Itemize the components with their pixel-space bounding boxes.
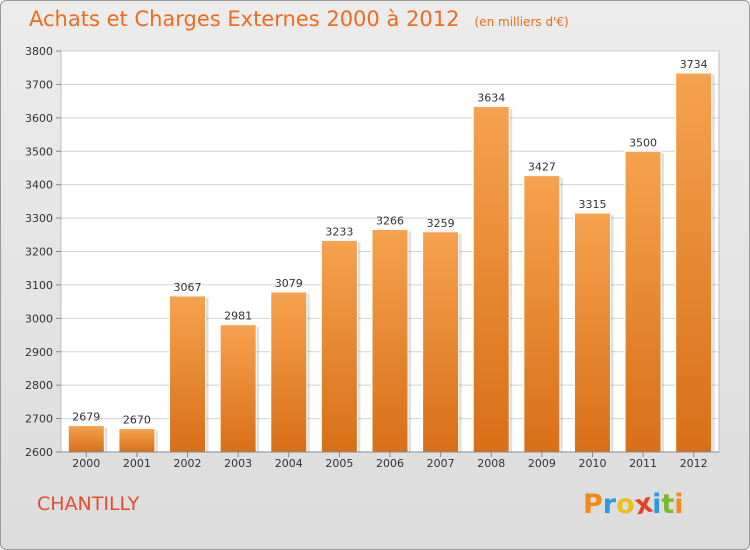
data-label: 3734 [680, 58, 708, 71]
y-tick-label: 3400 [25, 179, 53, 192]
logo-letter: t [661, 489, 675, 520]
chart-title: Achats et Charges Externes 2000 à 2012 [29, 7, 460, 31]
data-label: 3067 [174, 281, 202, 294]
x-tick-label: 2010 [578, 457, 606, 470]
bar [523, 175, 561, 453]
bar [472, 105, 510, 453]
bar [371, 228, 409, 453]
x-tick-label: 2009 [528, 457, 556, 470]
bar [573, 212, 611, 453]
data-label: 3079 [275, 277, 303, 290]
bar [169, 295, 207, 453]
y-tick-label: 3100 [25, 279, 53, 292]
bar [624, 150, 662, 453]
x-tick-label: 2002 [174, 457, 202, 470]
y-tick-label: 2900 [25, 346, 53, 359]
chart-subtitle: (en milliers d'€) [474, 15, 569, 29]
data-label: 3500 [629, 136, 657, 149]
y-tick-label: 3500 [25, 145, 53, 158]
proxiti-logo: Proxiti [583, 488, 684, 522]
x-tick-label: 2003 [224, 457, 252, 470]
y-tick-label: 2800 [25, 379, 53, 392]
y-tick-label: 3200 [25, 246, 53, 259]
logo-letter: i [652, 489, 662, 520]
logo-letter: o [616, 489, 635, 520]
logo-letter: i [674, 489, 684, 520]
data-label: 3427 [528, 161, 556, 174]
y-tick-label: 3000 [25, 312, 53, 325]
bar [270, 291, 308, 453]
x-tick-label: 2012 [680, 457, 708, 470]
bar [118, 428, 156, 453]
logo-letter: r [602, 489, 617, 520]
x-tick-label: 2006 [376, 457, 404, 470]
x-tick-label: 2007 [427, 457, 455, 470]
x-tick-label: 2004 [275, 457, 303, 470]
y-tick-label: 3300 [25, 212, 53, 225]
logo-letter: P [583, 489, 603, 520]
y-tick-label: 3600 [25, 112, 53, 125]
data-label: 3634 [477, 91, 505, 104]
bar [320, 239, 358, 453]
y-tick-label: 3800 [25, 45, 53, 58]
bar [219, 324, 257, 453]
y-tick-label: 2700 [25, 413, 53, 426]
x-tick-label: 2001 [123, 457, 151, 470]
y-tick-label: 3700 [25, 78, 53, 91]
y-tick-label: 2600 [25, 446, 53, 459]
data-label: 3266 [376, 214, 404, 227]
data-label: 2670 [123, 414, 151, 427]
data-label: 3233 [325, 225, 353, 238]
title-area: Achats et Charges Externes 2000 à 2012 (… [29, 7, 569, 31]
data-label: 3259 [427, 217, 455, 230]
city-label: CHANTILLY [37, 493, 140, 515]
x-tick-label: 2008 [477, 457, 505, 470]
x-tick-label: 2000 [72, 457, 100, 470]
data-label: 2981 [224, 310, 252, 323]
x-tick-label: 2011 [629, 457, 657, 470]
bar [675, 72, 713, 453]
bar [422, 231, 460, 453]
data-label: 3315 [578, 198, 606, 211]
x-tick-label: 2005 [325, 457, 353, 470]
data-label: 2679 [72, 411, 100, 424]
bar [67, 425, 105, 453]
